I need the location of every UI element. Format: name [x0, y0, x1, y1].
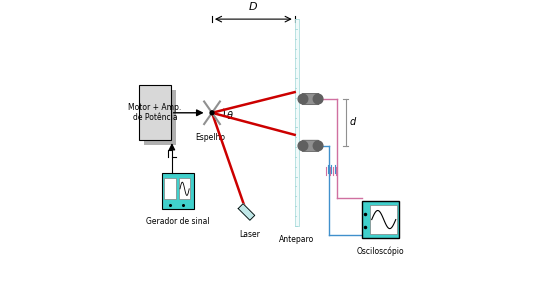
Circle shape — [210, 111, 214, 115]
FancyBboxPatch shape — [144, 90, 176, 145]
Text: Anteparo: Anteparo — [279, 235, 314, 245]
FancyBboxPatch shape — [371, 205, 397, 234]
FancyBboxPatch shape — [139, 85, 171, 140]
Text: D: D — [249, 2, 258, 12]
Circle shape — [313, 94, 323, 104]
Text: θ: θ — [227, 111, 233, 121]
FancyBboxPatch shape — [302, 93, 319, 105]
Text: Gerador de sinal: Gerador de sinal — [147, 217, 210, 227]
FancyBboxPatch shape — [362, 201, 400, 238]
Circle shape — [298, 94, 308, 104]
FancyBboxPatch shape — [162, 173, 194, 209]
FancyBboxPatch shape — [179, 178, 190, 199]
Text: Espelho: Espelho — [195, 133, 226, 142]
Circle shape — [298, 141, 308, 151]
Circle shape — [313, 141, 323, 151]
Text: d: d — [350, 117, 356, 127]
FancyBboxPatch shape — [164, 178, 176, 199]
Text: Osciloscópio: Osciloscópio — [357, 247, 404, 256]
Text: Laser: Laser — [239, 230, 260, 239]
Polygon shape — [238, 204, 255, 220]
FancyBboxPatch shape — [295, 19, 299, 226]
FancyBboxPatch shape — [302, 140, 319, 152]
Text: Motor + Amp.
de Potência: Motor + Amp. de Potência — [128, 103, 182, 123]
